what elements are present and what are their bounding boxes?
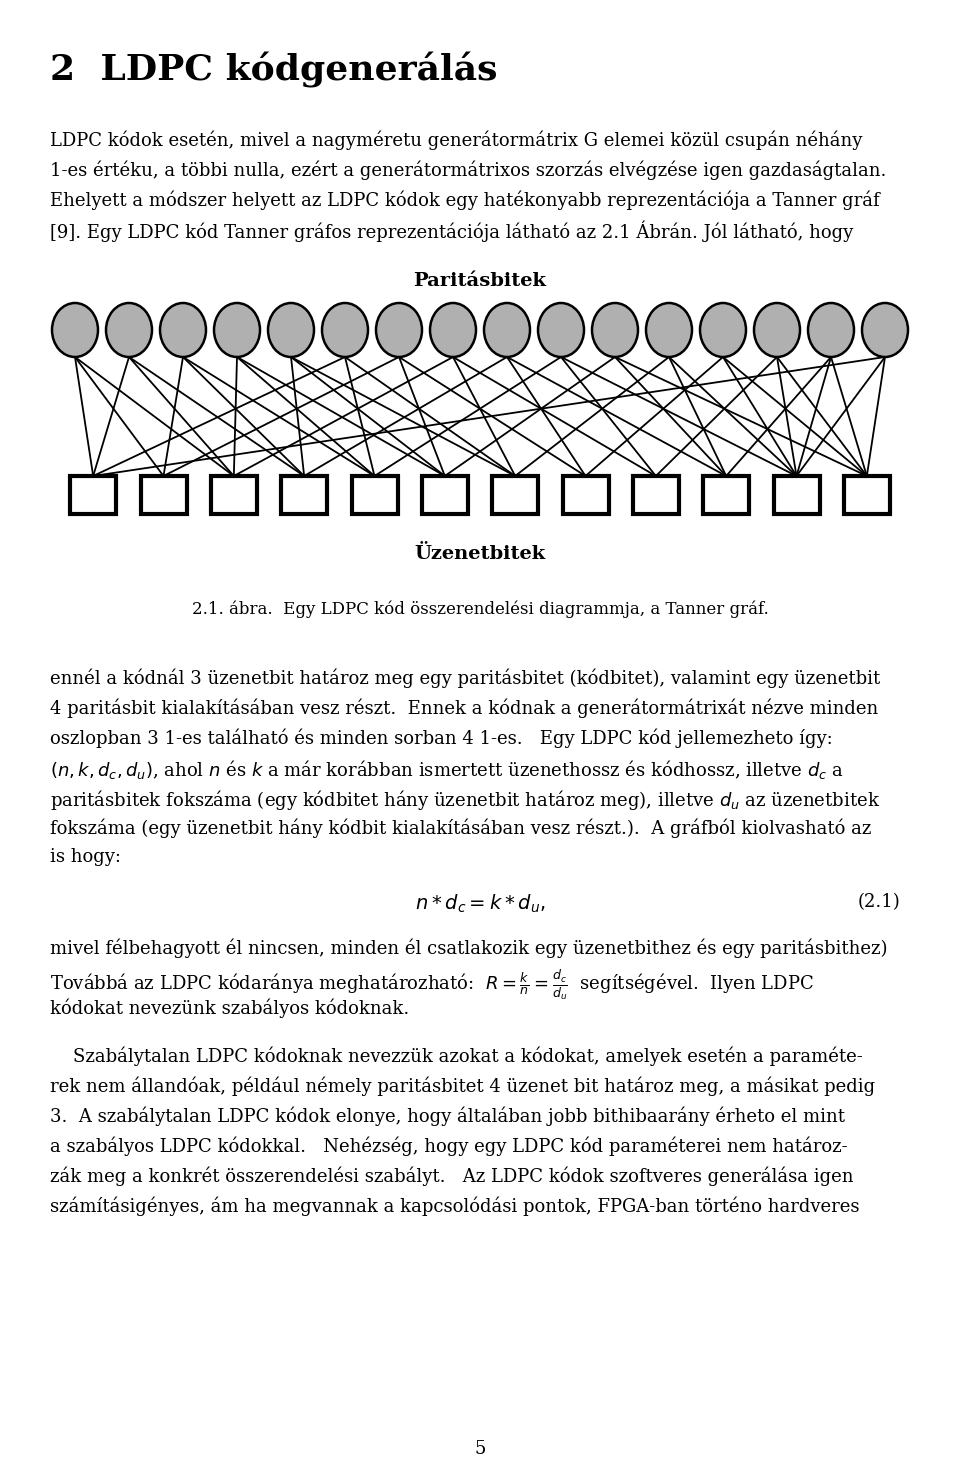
Text: [9]. Egy LDPC kód Tanner gráfos reprezentációja látható az 2.1 Ábrán. Jól láthat: [9]. Egy LDPC kód Tanner gráfos reprezen… <box>50 219 853 241</box>
Text: 3.  A szabálytalan LDPC kódok elonye, hogy általában jobb bithibaarány érheto el: 3. A szabálytalan LDPC kódok elonye, hog… <box>50 1105 845 1126</box>
Ellipse shape <box>376 303 422 358</box>
Text: zák meg a konkrét összerendelési szabályt.   Az LDPC kódok szoftveres generálása: zák meg a konkrét összerendelési szabály… <box>50 1166 853 1185</box>
Text: Paritásbitek: Paritásbitek <box>414 272 546 290</box>
Text: Szabálytalan LDPC kódoknak nevezzük azokat a kódokat, amelyek esetén a paraméte-: Szabálytalan LDPC kódoknak nevezzük azok… <box>50 1047 863 1066</box>
Bar <box>774 475 820 514</box>
Text: 2.1. ábra.  Egy LDPC kód összerendelési diagrammja, a Tanner gráf.: 2.1. ábra. Egy LDPC kód összerendelési d… <box>192 601 768 617</box>
Ellipse shape <box>52 303 98 358</box>
Text: (2.1): (2.1) <box>857 894 900 911</box>
Bar <box>351 475 397 514</box>
Text: $n * d_c = k * d_u,$: $n * d_c = k * d_u,$ <box>415 894 545 916</box>
Bar <box>421 475 468 514</box>
Text: számításigényes, ám ha megvannak a kapcsolódási pontok, FPGA-ban történo hardver: számításigényes, ám ha megvannak a kapcs… <box>50 1195 859 1216</box>
Ellipse shape <box>268 303 314 358</box>
Ellipse shape <box>322 303 368 358</box>
Ellipse shape <box>862 303 908 358</box>
Ellipse shape <box>754 303 800 358</box>
Text: $(n, k, d_c, d_u)$, ahol $n$ és $k$ a már korábban ismertett üzenethossz és kódh: $(n, k, d_c, d_u)$, ahol $n$ és $k$ a má… <box>50 758 844 782</box>
Text: is hogy:: is hogy: <box>50 848 121 866</box>
Bar <box>844 475 890 514</box>
Ellipse shape <box>700 303 746 358</box>
Bar <box>211 475 257 514</box>
Ellipse shape <box>214 303 260 358</box>
Ellipse shape <box>430 303 476 358</box>
Bar <box>70 475 116 514</box>
Bar <box>492 475 539 514</box>
Text: fokszáma (egy üzenetbit hány kódbit kialakításában vesz részt.).  A gráfból kiol: fokszáma (egy üzenetbit hány kódbit kial… <box>50 818 872 838</box>
Text: mivel félbehagyott él nincsen, minden él csatlakozik egy üzenetbithez és egy par: mivel félbehagyott él nincsen, minden él… <box>50 938 887 957</box>
Text: ennél a kódnál 3 üzenetbit határoz meg egy paritásbitet (kódbitet), valamint egy: ennél a kódnál 3 üzenetbit határoz meg e… <box>50 668 880 687</box>
Text: Továbbá az LDPC kódaránya meghatározható:  $R = \frac{k}{n} = \frac{d_c}{d_u}$  : Továbbá az LDPC kódaránya meghatározható… <box>50 969 814 1002</box>
Text: paritásbitek fokszáma (egy kódbitet hány üzenetbit határoz meg), illetve $d_u$ a: paritásbitek fokszáma (egy kódbitet hány… <box>50 788 880 813</box>
Bar <box>140 475 186 514</box>
Text: 4 paritásbit kialakításában vesz részt.  Ennek a kódnak a generátormátrixát nézv: 4 paritásbit kialakításában vesz részt. … <box>50 698 878 717</box>
Bar <box>703 475 749 514</box>
Ellipse shape <box>592 303 638 358</box>
Text: kódokat nevezünk szabályos kódoknak.: kódokat nevezünk szabályos kódoknak. <box>50 998 409 1017</box>
Bar <box>281 475 327 514</box>
Ellipse shape <box>484 303 530 358</box>
Ellipse shape <box>808 303 854 358</box>
Text: Üzenetbitek: Üzenetbitek <box>415 545 545 562</box>
Ellipse shape <box>538 303 584 358</box>
Text: a szabályos LDPC kódokkal.   Nehézség, hogy egy LDPC kód paraméterei nem határoz: a szabályos LDPC kódokkal. Nehézség, hog… <box>50 1136 848 1156</box>
Text: rek nem állandóak, például némely paritásbitet 4 üzenet bit határoz meg, a másik: rek nem állandóak, például némely paritá… <box>50 1076 876 1095</box>
Text: oszlopban 3 1-es található és minden sorban 4 1-es.   Egy LDPC kód jellemezheto : oszlopban 3 1-es található és minden sor… <box>50 729 832 748</box>
Text: LDPC kódok esetén, mivel a nagyméretu generátormátrix G elemei közül csupán néhá: LDPC kódok esetén, mivel a nagyméretu ge… <box>50 130 862 150</box>
Bar <box>563 475 609 514</box>
Ellipse shape <box>160 303 206 358</box>
Text: 2  LDPC kódgenerálás: 2 LDPC kódgenerálás <box>50 52 497 88</box>
Ellipse shape <box>106 303 152 358</box>
Bar <box>633 475 679 514</box>
Text: Ehelyett a módszer helyett az LDPC kódok egy hatékonyabb reprezentációja a Tanne: Ehelyett a módszer helyett az LDPC kódok… <box>50 190 879 209</box>
Text: 5: 5 <box>474 1440 486 1457</box>
Ellipse shape <box>646 303 692 358</box>
Text: 1-es értéku, a többi nulla, ezért a generátormátrixos szorzás elvégzése igen gaz: 1-es értéku, a többi nulla, ezért a gene… <box>50 160 886 180</box>
